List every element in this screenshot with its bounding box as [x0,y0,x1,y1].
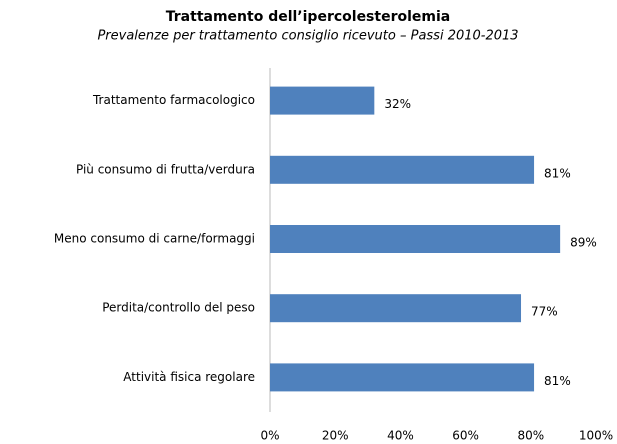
x-tick-label: 20% [322,429,349,443]
data-label: 81% [544,166,571,180]
data-label: 81% [544,374,571,388]
bar [270,86,375,115]
data-label: 77% [531,305,558,319]
y-tick-label: Meno consumo di carne/formaggi [54,232,255,246]
x-tick-label: 60% [452,429,479,443]
chart-subtitle: Prevalenze per trattamento consiglio ric… [97,29,518,44]
bar [270,294,522,323]
x-tick-label: 0% [260,429,279,443]
bar [270,155,535,184]
chart-title: Trattamento dell’ipercolesterolemia [166,9,450,25]
x-tick-label: 40% [387,429,414,443]
x-tick-label: 80% [517,429,544,443]
data-label: 32% [384,97,411,111]
y-tick-label: Più consumo di frutta/verdura [76,162,255,176]
y-tick-label: Trattamento farmacologico [92,93,255,107]
bar [270,363,535,392]
bar [270,225,561,253]
x-tick-label: 100% [579,429,613,443]
data-label: 89% [570,236,597,250]
y-tick-label: Perdita/controllo del peso [102,301,255,315]
y-tick-label: Attività fisica regolare [123,370,255,384]
